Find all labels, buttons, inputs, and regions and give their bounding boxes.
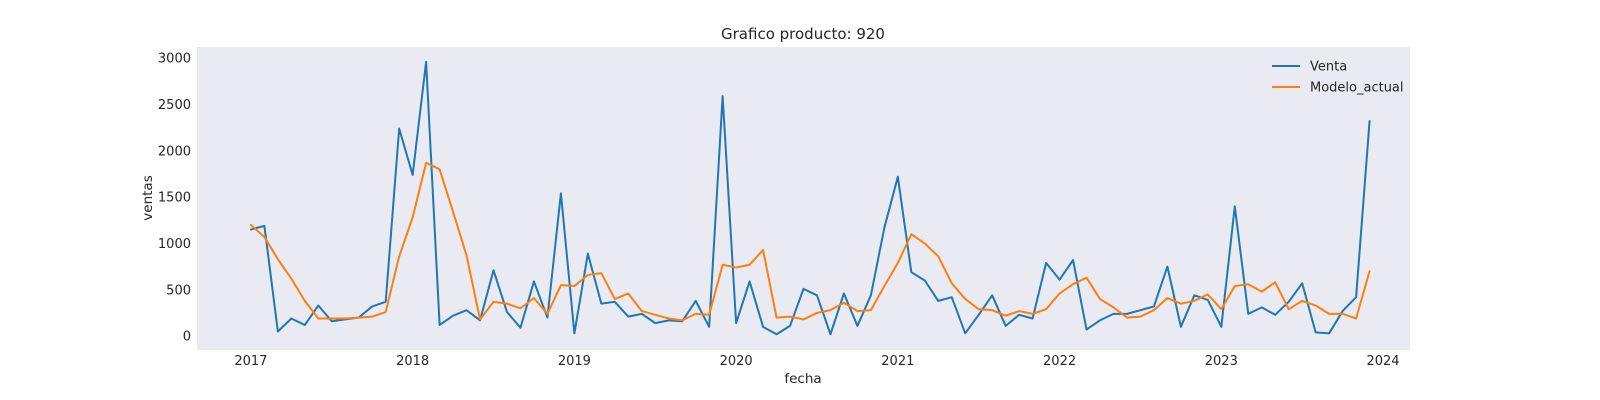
y-tick-label: 1500 (158, 191, 191, 206)
legend-label: Modelo_actual (1310, 81, 1404, 96)
y-tick-label: 2500 (158, 98, 191, 113)
y-tick-label: 2000 (158, 144, 191, 159)
y-tick-label: 1000 (158, 237, 191, 252)
x-tick-label: 2018 (396, 354, 429, 369)
x-tick-label: 2019 (558, 354, 591, 369)
legend: Venta Modelo_actual (1272, 60, 1404, 96)
chart-title: Grafico producto: 920 (721, 25, 885, 43)
y-tick-label: 0 (183, 330, 191, 345)
legend-item: Modelo_actual (1272, 81, 1404, 96)
series-line-venta (249, 60, 1371, 336)
x-tick-label: 2021 (881, 354, 914, 369)
x-tick-label: 2023 (1205, 354, 1238, 369)
series-layer (249, 60, 1371, 336)
y-tick-label: 3000 (158, 52, 191, 67)
y-axis-title: ventas (140, 175, 156, 220)
x-tick-label: 2022 (1043, 354, 1076, 369)
legend-label: Venta (1310, 60, 1347, 75)
x-axis-title: fecha (784, 371, 821, 387)
x-tick-label: 2024 (1366, 354, 1399, 369)
series-line-modelo-actual (249, 161, 1371, 322)
y-axis-ticks: 0 500 1000 1500 2000 2500 3000 (158, 52, 191, 345)
y-tick-label: 500 (166, 283, 191, 298)
x-axis-ticks: 2017 2018 2019 2020 2021 2022 2023 2024 (234, 354, 1399, 369)
x-tick-label: 2017 (234, 354, 267, 369)
legend-item: Venta (1272, 60, 1347, 75)
x-tick-label: 2020 (720, 354, 753, 369)
